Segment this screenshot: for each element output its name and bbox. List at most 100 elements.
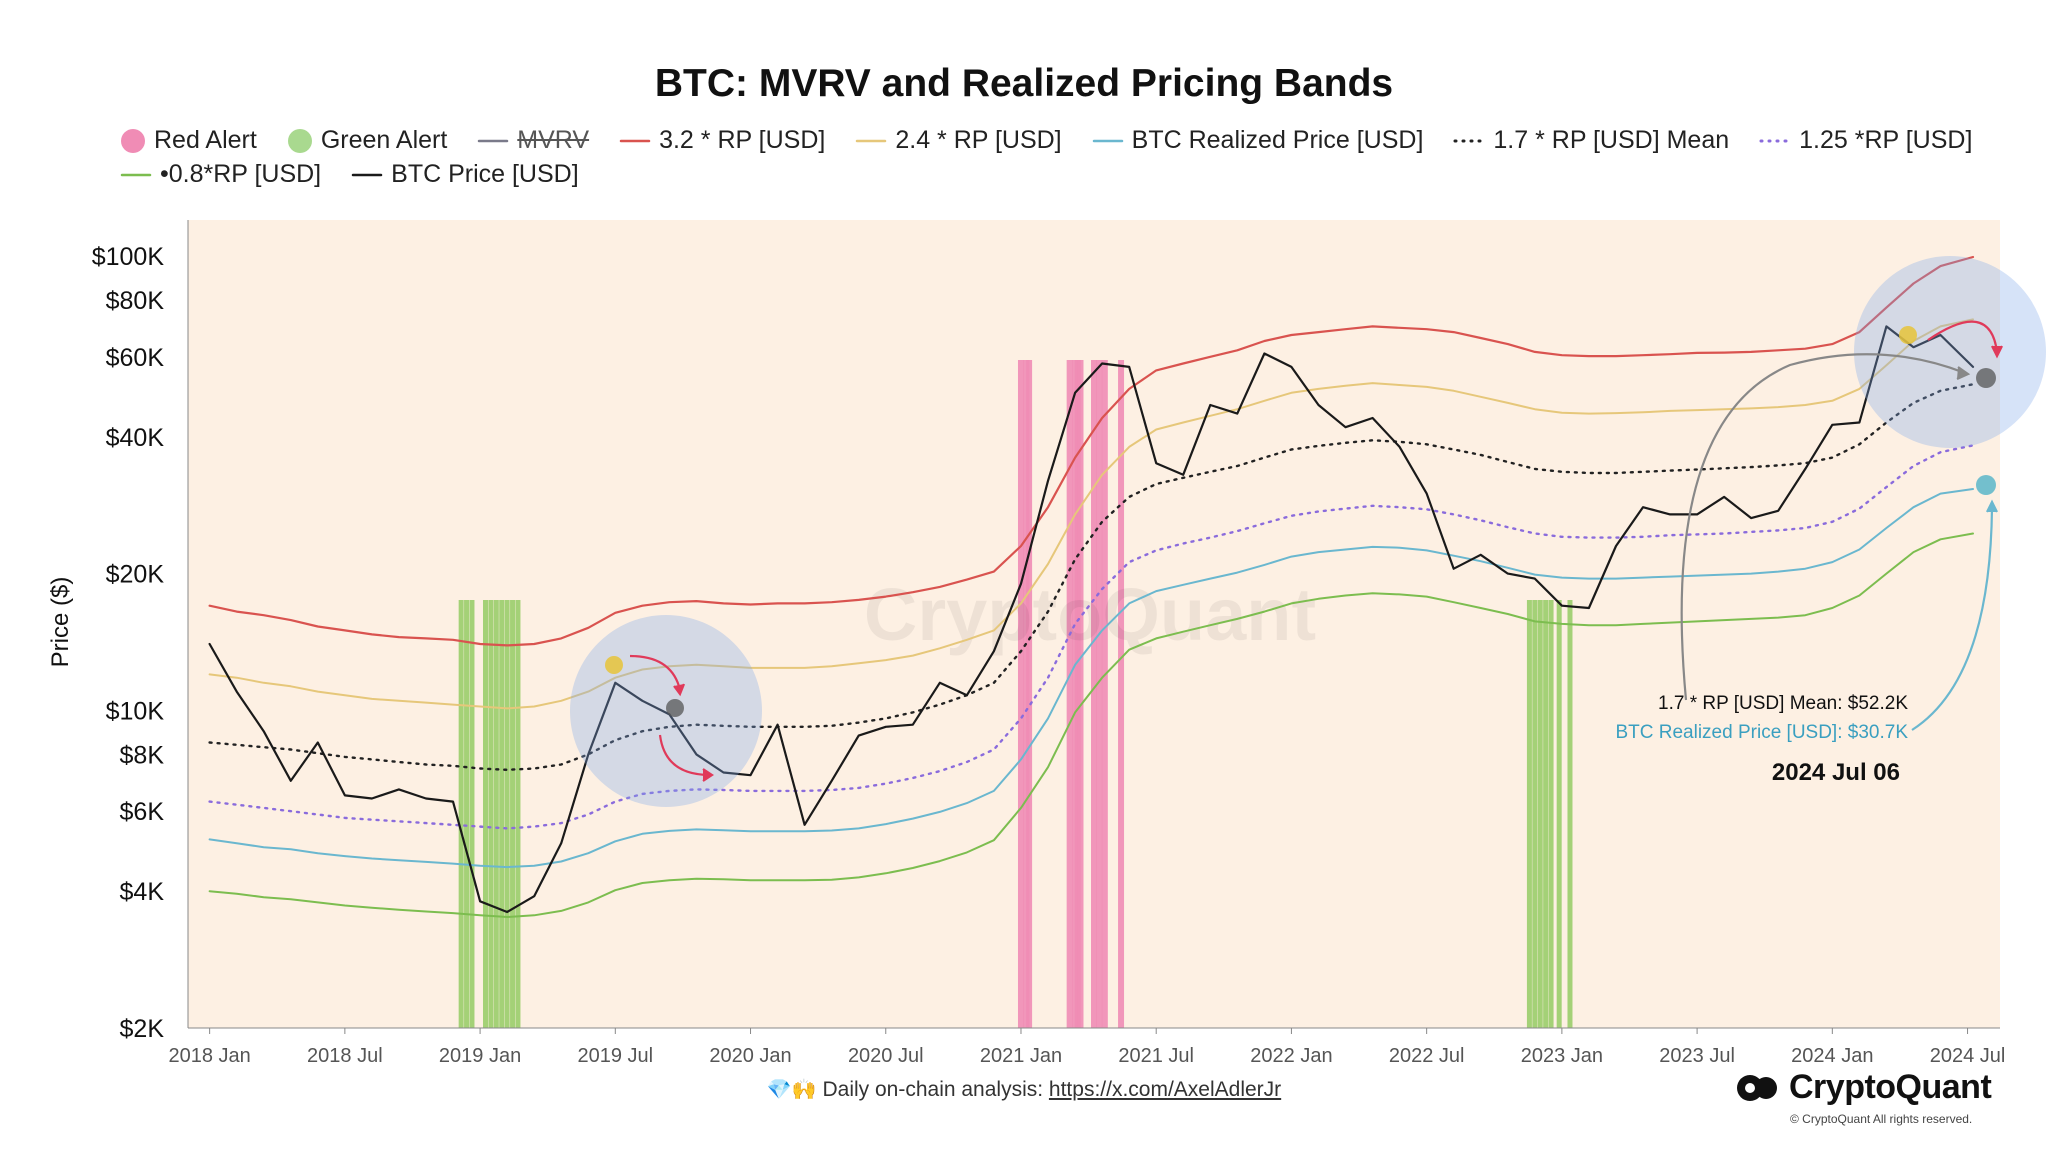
cryptoquant-logo-icon bbox=[1737, 1074, 1777, 1101]
legend-item[interactable]: 1.7 * RP [USD] Mean bbox=[1453, 126, 1729, 155]
x-tick-label: 2019 Jul bbox=[577, 1045, 653, 1067]
y-tick-label: $20K bbox=[106, 561, 165, 589]
green-alert-bar bbox=[510, 600, 516, 1028]
footer-link[interactable]: https://x.com/AxelAdlerJr bbox=[1048, 1078, 1282, 1101]
green-alert-bar bbox=[464, 600, 470, 1028]
y-tick-labels: $2K $4K $6K $8K $10K $20K $40K $60K $80K $100K bbox=[92, 243, 165, 1043]
red-alert-bar bbox=[1066, 360, 1073, 1028]
legend-label: 1.25 *RP [USD] bbox=[1799, 126, 1973, 154]
legend-swatch bbox=[478, 139, 509, 142]
annotation-realized-label: BTC Realized Price [USD]: $30.7K bbox=[1615, 722, 1908, 743]
legend-swatch bbox=[856, 139, 887, 142]
red-alert-bar bbox=[1118, 360, 1125, 1028]
series-line bbox=[208, 325, 1975, 914]
legend-row-2: •0.8*RP [USD] BTC Price [USD] bbox=[120, 160, 579, 189]
highlight-circle-2019 bbox=[570, 615, 762, 807]
legend-item[interactable]: Red Alert bbox=[120, 126, 257, 155]
green-alert-bar bbox=[1548, 600, 1554, 1028]
green-alert-bar bbox=[1556, 600, 1562, 1028]
footer-text: Daily on-chain analysis: bbox=[822, 1078, 1044, 1101]
legend-label: BTC Realized Price [USD] bbox=[1131, 126, 1424, 154]
legend-swatch bbox=[1092, 139, 1123, 142]
legend-item[interactable]: •0.8*RP [USD] bbox=[120, 160, 321, 189]
brand-name: CryptoQuant bbox=[1789, 1068, 1992, 1106]
legend-item[interactable]: BTC Realized Price [USD] bbox=[1092, 126, 1424, 155]
arrow-blue-2024 bbox=[1911, 507, 1994, 731]
marker-top-2024 bbox=[1899, 326, 1917, 344]
x-tick-label: 2022 Jan bbox=[1250, 1045, 1332, 1067]
arrowhead-red-2019-top bbox=[673, 683, 686, 697]
green-alert-bar bbox=[1567, 600, 1573, 1028]
green-alert-bar bbox=[469, 600, 475, 1028]
legend-item[interactable]: 2.4 * RP [USD] bbox=[855, 126, 1062, 155]
x-tick-label: 2018 Jul bbox=[307, 1045, 383, 1067]
green-alert-bar bbox=[458, 600, 464, 1028]
annotation-date-label: 2024 Jul 06 bbox=[1772, 759, 1900, 786]
green-alert-bar bbox=[1543, 600, 1549, 1028]
red-alert-bar bbox=[1077, 360, 1084, 1028]
legend-label: MVRV bbox=[517, 126, 590, 154]
arrow-red-2024 bbox=[1927, 320, 1999, 353]
y-tick-label: $60K bbox=[106, 344, 165, 372]
copyright: © CryptoQuant All rights reserved. bbox=[1790, 1112, 1973, 1126]
x-tick-label: 2023 Jul bbox=[1659, 1045, 1735, 1067]
green-alert-bar bbox=[1526, 600, 1532, 1028]
legend-label: Red Alert bbox=[154, 126, 257, 154]
x-tick-labels: 2018 Jan 2018 Jul 2019 Jan 2019 Jul 2020 Jan… bbox=[168, 1028, 2005, 1067]
legend-swatch bbox=[121, 128, 145, 153]
green-alert-bar bbox=[515, 600, 521, 1028]
legend-label: 2.4 * RP [USD] bbox=[895, 126, 1062, 154]
series-line bbox=[208, 255, 1975, 647]
legend-label: 3.2 * RP [USD] bbox=[659, 126, 826, 154]
footer-analysis: 💎🙌 Daily on-chain analysis: https://x.co… bbox=[0, 1077, 2048, 1102]
y-tick-label: $2K bbox=[120, 1015, 165, 1043]
green-alert-bar bbox=[493, 600, 499, 1028]
series-lines bbox=[208, 255, 1975, 918]
x-tick-label: 2024 Jan bbox=[1791, 1045, 1873, 1067]
legend-item[interactable]: Green Alert bbox=[287, 126, 447, 155]
legend-swatch bbox=[287, 128, 312, 153]
arrowhead-red-2024 bbox=[1991, 345, 2003, 359]
legend-item[interactable]: 1.25 *RP [USD] bbox=[1759, 126, 1972, 155]
y-axis-label: Price ($) bbox=[47, 577, 74, 668]
red-alert-bar bbox=[1017, 360, 1024, 1028]
legend-item[interactable]: BTC Price [USD] bbox=[351, 160, 579, 189]
red-alert-bar bbox=[1096, 360, 1103, 1028]
legend-label: 1.7 * RP [USD] Mean bbox=[1493, 126, 1730, 154]
y-tick-label: $80K bbox=[106, 287, 165, 315]
x-tick-label: 2018 Jan bbox=[168, 1045, 250, 1067]
arrowhead-red-2019-bottom bbox=[702, 768, 714, 782]
legend-swatch bbox=[120, 173, 152, 176]
x-tick-label: 2019 Jan bbox=[439, 1045, 521, 1067]
arrowhead-blue-2024 bbox=[1986, 499, 1998, 513]
y-tick-label: $10K bbox=[106, 697, 165, 725]
x-tick-label: 2024 Jul bbox=[1930, 1045, 2006, 1067]
series-line bbox=[208, 444, 1975, 830]
highlight-circle-2024 bbox=[1854, 256, 2046, 448]
marker-top-2019 bbox=[605, 656, 623, 674]
x-tick-label: 2020 Jan bbox=[709, 1045, 791, 1067]
series-line bbox=[208, 488, 1974, 869]
y-tick-label: $4K bbox=[120, 878, 165, 906]
watermark: CryptoQuant bbox=[864, 573, 1316, 656]
red-alert-bar bbox=[1101, 360, 1108, 1028]
x-tick-label: 2021 Jul bbox=[1118, 1045, 1194, 1067]
arrowhead-gray-2024 bbox=[1956, 366, 1971, 381]
x-tick-label: 2022 Jul bbox=[1389, 1045, 1465, 1067]
legend-row-1: Red Alert Green Alert MVRV 3.2 * RP [USD] 2.… bbox=[120, 126, 1972, 155]
y-tick-label: $100K bbox=[92, 243, 165, 271]
x-tick-label: 2020 Jul bbox=[848, 1045, 924, 1067]
green-alert-bar bbox=[482, 600, 488, 1028]
legend-item[interactable]: MVRV bbox=[477, 126, 589, 155]
alert-bars bbox=[458, 360, 1573, 1028]
y-tick-label: $8K bbox=[120, 741, 165, 769]
green-alert-bar bbox=[1537, 600, 1543, 1028]
brand-logo: CryptoQuant bbox=[1735, 1068, 1992, 1107]
green-alert-bar bbox=[499, 600, 505, 1028]
legend-label: BTC Price [USD] bbox=[391, 160, 579, 188]
series-line bbox=[208, 318, 1974, 710]
legend-item[interactable]: 3.2 * RP [USD] bbox=[619, 126, 825, 155]
axes bbox=[187, 220, 2000, 1029]
annotation-mean-label: 1.7 * RP [USD] Mean: $52.2K bbox=[1658, 693, 1908, 714]
